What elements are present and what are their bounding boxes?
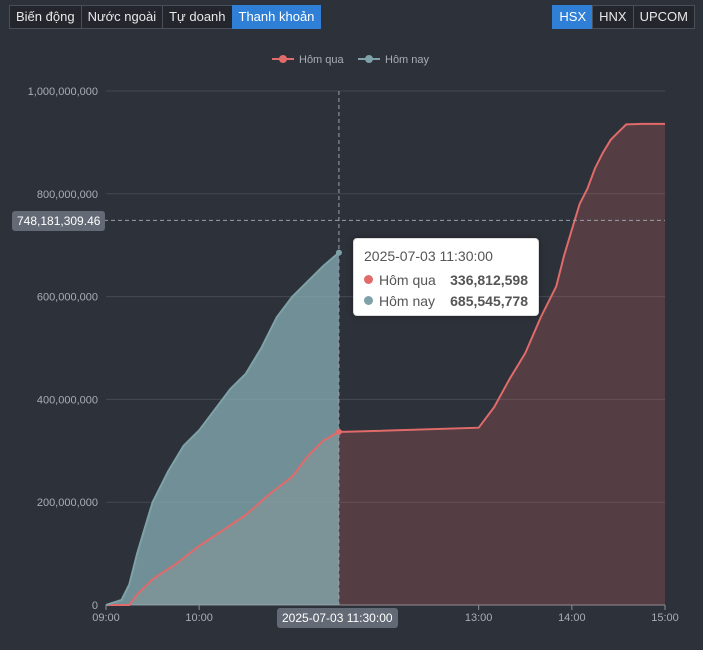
legend-marker (279, 55, 287, 63)
series-line (106, 122, 665, 606)
y-tick-label: 200,000,000 (37, 497, 98, 509)
legend-marker (365, 55, 373, 63)
x-tick-label: 14:00 (558, 612, 586, 624)
tooltip-row-yesterday: Hôm qua 336,812,598 (364, 269, 528, 290)
y-tick-label: 1,000,000,000 (28, 86, 98, 98)
y-tick-label: 600,000,000 (37, 292, 98, 304)
x-tick-label: 13:00 (465, 612, 493, 624)
exchange-button-upcom[interactable]: UPCOM (632, 5, 695, 29)
series-dot-icon (364, 296, 373, 305)
y-tick-label: 800,000,000 (37, 189, 98, 201)
exchange-button-hsx[interactable]: HSX (552, 5, 594, 29)
tooltip-series-value: 685,545,778 (450, 292, 528, 309)
tooltip-time: 2025-07-03 11:30:00 (364, 248, 493, 264)
tab-bien-dong[interactable]: Biến động (9, 5, 82, 29)
series-area (106, 252, 339, 605)
tab-tu-doanh[interactable]: Tự doanh (162, 5, 233, 29)
highlight-point (335, 249, 342, 256)
y-tick-label: 0 (92, 600, 98, 612)
tooltip: 2025-07-03 11:30:00 Hôm qua 336,812,598 … (353, 238, 539, 316)
view-tabs: Biến động Nước ngoài Tự doanh Thanh khoản (9, 5, 322, 29)
tooltip-series-value: 336,812,598 (450, 271, 528, 288)
crosshair-y-label: 748,181,309.46 (12, 211, 106, 231)
exchange-selector: HSX HNX UPCOM (552, 5, 695, 29)
x-tick-label: 09:00 (92, 612, 120, 624)
series-line (105, 251, 340, 606)
y-tick-label: 400,000,000 (37, 394, 98, 406)
series-area (106, 123, 665, 606)
tooltip-row-today: Hôm nay 685,545,778 (364, 290, 528, 311)
legend-label: Hôm qua (299, 54, 345, 66)
x-tick-label: 10:00 (185, 612, 213, 624)
series-dot-icon (364, 275, 373, 284)
crosshair-x-label: 2025-07-03 11:30:00 (277, 608, 398, 628)
tab-thanh-khoan[interactable]: Thanh khoản (231, 5, 322, 29)
highlight-point (335, 428, 342, 435)
tooltip-series-name: Hôm qua (379, 271, 436, 288)
tab-nuoc-ngoai[interactable]: Nước ngoài (80, 5, 164, 29)
legend-label: Hôm nay (385, 54, 430, 66)
x-tick-label: 15:00 (651, 612, 679, 624)
tooltip-series-name: Hôm nay (379, 292, 436, 309)
